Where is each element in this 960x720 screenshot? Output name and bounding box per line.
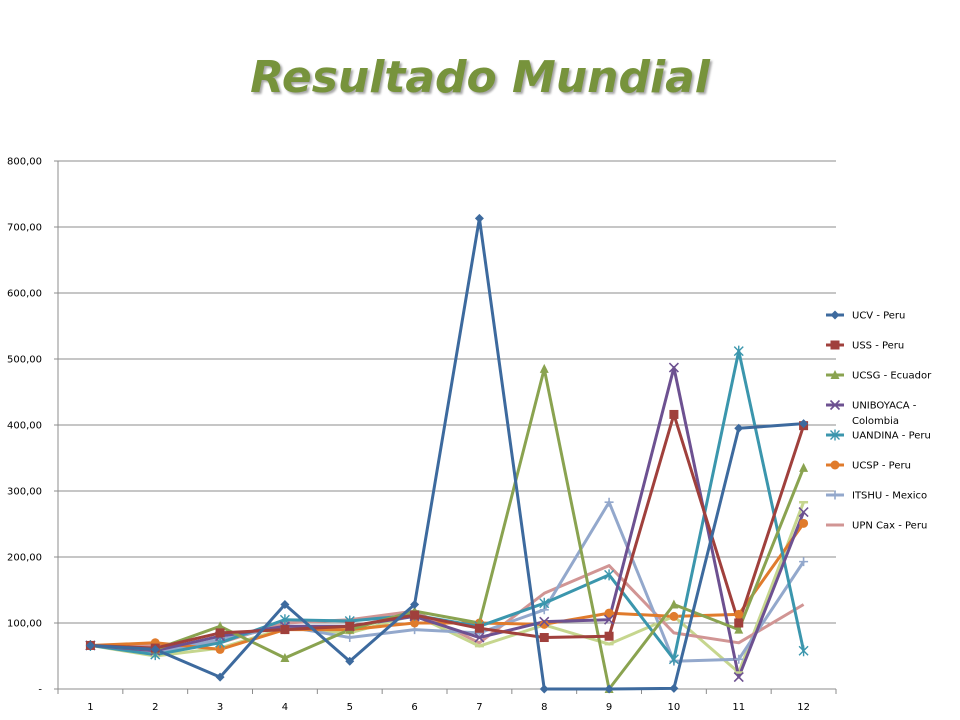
x-axis: 1 2 3 4 5 6 7 8 9 10 11 12 xyxy=(57,689,837,713)
data-point xyxy=(604,614,615,625)
gridlines xyxy=(58,160,836,690)
data-point xyxy=(539,363,549,373)
series-line xyxy=(90,216,804,691)
x-tick-label: 10 xyxy=(668,702,681,713)
data-point xyxy=(280,625,290,635)
y-tick-label: 600,00 xyxy=(7,289,42,300)
data-point xyxy=(215,644,225,654)
x-tick-label: 2 xyxy=(152,702,158,713)
data-point xyxy=(733,672,744,683)
legend: UCV - Peru USS - Peru UCSG - Ecuador UNIBOY… xyxy=(826,310,932,532)
data-point xyxy=(539,633,549,643)
data-point xyxy=(668,362,679,373)
legend-marker xyxy=(830,429,840,441)
data-point xyxy=(798,507,809,518)
data-point xyxy=(799,462,809,472)
y-tick-label: 200,00 xyxy=(7,553,42,564)
legend-marker xyxy=(829,399,841,411)
x-tick-label: 12 xyxy=(797,702,810,713)
y-tick-label: 400,00 xyxy=(7,421,42,432)
data-point xyxy=(669,409,679,419)
data-point xyxy=(799,419,809,429)
series-line xyxy=(90,367,805,691)
data-point xyxy=(799,518,809,528)
data-point xyxy=(539,619,549,629)
legend-label: USS - Peru xyxy=(852,341,904,352)
data-point xyxy=(280,652,290,662)
x-tick-label: 9 xyxy=(606,702,612,713)
data-point xyxy=(539,597,550,609)
data-point xyxy=(474,213,484,223)
data-point xyxy=(345,656,355,666)
series-lines xyxy=(90,216,806,691)
legend-label: UANDINA - Peru xyxy=(852,431,931,442)
data-point xyxy=(668,653,679,665)
x-tick-label: 4 xyxy=(282,702,288,713)
legend-label: UNIBOYACA - xyxy=(852,401,917,412)
series-markers xyxy=(85,213,809,694)
data-point xyxy=(539,616,550,627)
legend-label: UCV - Peru xyxy=(852,311,905,322)
data-point xyxy=(215,628,225,638)
data-point xyxy=(215,672,225,682)
x-tick-label: 3 xyxy=(217,702,223,713)
data-point xyxy=(734,654,744,664)
x-tick-label: 1 xyxy=(87,702,93,713)
y-tick-label: 100,00 xyxy=(7,619,42,630)
data-point xyxy=(669,599,679,609)
y-tick-label: 700,00 xyxy=(7,223,42,234)
data-point xyxy=(474,632,485,643)
legend-label: Colombia xyxy=(852,416,899,427)
x-tick-label: 6 xyxy=(411,702,417,713)
data-point xyxy=(669,611,679,621)
data-point xyxy=(669,683,679,693)
data-point xyxy=(215,621,225,631)
data-point xyxy=(150,644,160,654)
y-tick-label: 300,00 xyxy=(7,487,42,498)
legend-label: UCSG - Ecuador xyxy=(852,371,932,382)
data-point xyxy=(280,600,290,610)
data-point xyxy=(734,609,744,619)
data-point xyxy=(604,569,615,581)
data-point xyxy=(604,684,614,694)
series-line xyxy=(90,412,806,650)
legend-marker xyxy=(830,460,840,470)
series-line xyxy=(90,500,805,663)
x-tick-label: 11 xyxy=(732,702,745,713)
legend-marker xyxy=(830,490,840,500)
data-point xyxy=(799,557,809,567)
y-tick-label: 800,00 xyxy=(7,157,42,168)
legend-label: UCSP - Peru xyxy=(852,461,911,472)
data-point xyxy=(85,640,95,650)
data-point xyxy=(604,497,614,507)
y-tick-label: - xyxy=(38,685,42,696)
legend-marker xyxy=(830,370,840,379)
legend-marker xyxy=(830,340,840,350)
y-axis: - 100,00 200,00 300,00 400,00 500,00 600,00 700… xyxy=(7,157,59,696)
data-point xyxy=(734,624,744,634)
data-point xyxy=(410,600,420,610)
data-point xyxy=(604,608,614,618)
data-point xyxy=(410,618,420,628)
data-point xyxy=(474,623,484,633)
data-point xyxy=(733,345,744,357)
data-point xyxy=(539,684,549,694)
y-tick-label: 500,00 xyxy=(7,355,42,366)
x-tick-label: 8 xyxy=(541,702,547,713)
x-tick-label: 7 xyxy=(476,702,482,713)
x-tick-label: 5 xyxy=(347,702,353,713)
data-point xyxy=(798,645,809,657)
data-point xyxy=(345,633,355,643)
data-point xyxy=(604,631,614,641)
legend-label: UPN Cax - Peru xyxy=(852,521,927,532)
slide-title: Resultado Mundial xyxy=(250,52,710,103)
legend-marker xyxy=(830,310,840,320)
data-point xyxy=(734,618,744,628)
data-point xyxy=(410,610,420,620)
data-point xyxy=(345,621,355,631)
legend-label: ITSHU - Mexico xyxy=(852,491,927,502)
series-line xyxy=(90,366,805,679)
data-point xyxy=(734,423,744,433)
